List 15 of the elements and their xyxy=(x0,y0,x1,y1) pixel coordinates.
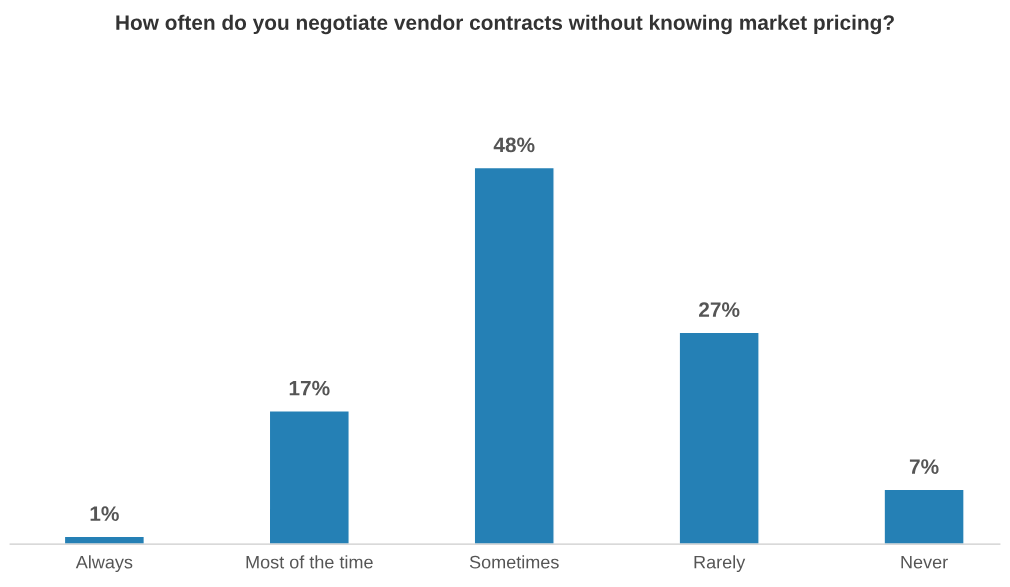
x-tick-label: Most of the time xyxy=(246,555,373,569)
data-label: 7% xyxy=(909,459,939,474)
x-tick-label: Rarely xyxy=(694,555,746,573)
x-tick-label: Never xyxy=(901,555,948,569)
bar xyxy=(268,410,350,545)
bar xyxy=(678,331,760,545)
bar xyxy=(473,166,555,545)
chart-title: How often do you negotiate vendor contracts without knowing market pricing? xyxy=(116,14,894,35)
data-label: 17% xyxy=(289,380,330,396)
data-label: 1% xyxy=(90,506,119,522)
x-tick-label: Sometimes xyxy=(469,555,559,569)
data-label: 48% xyxy=(493,137,535,153)
x-tick-label: Always xyxy=(75,555,133,573)
bar xyxy=(883,488,965,545)
data-label: 27% xyxy=(699,302,740,318)
